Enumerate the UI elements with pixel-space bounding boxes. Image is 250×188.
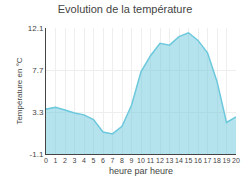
svg-text:0: 0 (44, 157, 48, 164)
svg-text:6: 6 (101, 157, 105, 164)
svg-text:16: 16 (194, 157, 202, 164)
svg-text:8: 8 (120, 157, 124, 164)
svg-text:12: 12 (156, 157, 164, 164)
svg-text:Evolution de la température: Evolution de la température (58, 3, 193, 15)
svg-text:14: 14 (175, 157, 183, 164)
svg-text:3: 3 (73, 157, 77, 164)
svg-text:9: 9 (130, 157, 134, 164)
svg-text:15: 15 (185, 157, 193, 164)
svg-text:7: 7 (111, 157, 115, 164)
svg-text:10: 10 (137, 157, 145, 164)
svg-text:17: 17 (204, 157, 212, 164)
svg-text:-1.1: -1.1 (30, 150, 44, 159)
svg-text:4: 4 (82, 157, 86, 164)
svg-text:12.1: 12.1 (28, 24, 44, 33)
svg-text:7.7: 7.7 (32, 66, 44, 75)
svg-text:5: 5 (92, 157, 96, 164)
svg-text:20: 20 (232, 157, 240, 164)
svg-text:3.3: 3.3 (32, 108, 44, 117)
svg-text:11: 11 (147, 157, 154, 164)
svg-text:Température en °C: Température en °C (15, 57, 24, 124)
svg-text:18: 18 (213, 157, 221, 164)
svg-text:13: 13 (166, 157, 174, 164)
svg-text:heure par heure: heure par heure (109, 166, 173, 176)
svg-text:19: 19 (223, 157, 231, 164)
svg-text:1: 1 (54, 157, 58, 164)
svg-text:2: 2 (63, 157, 67, 164)
